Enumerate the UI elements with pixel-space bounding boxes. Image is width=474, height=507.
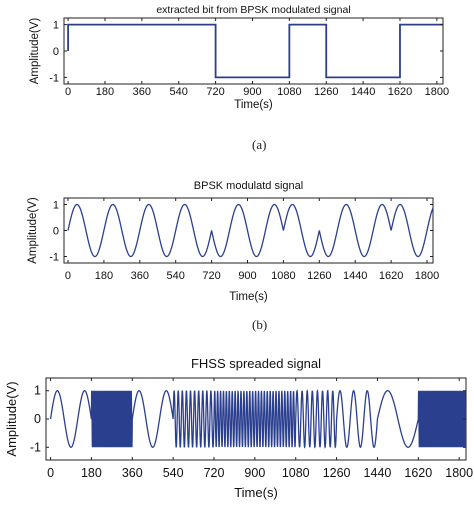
x-tick-label: 180: [96, 86, 114, 98]
y-axis-label: Amplitude(V): [29, 18, 41, 85]
y-tick-label: 0: [53, 226, 59, 238]
x-tick-label: 1080: [282, 466, 310, 480]
x-tick-label: 900: [238, 270, 256, 282]
x-tick-label: 1260: [314, 86, 338, 98]
chart-panel-3: 0 180 360 540 720 900 1080 1260 1440 1620 1800 1 0 -1…: [4, 356, 473, 500]
plot-frame: [63, 17, 444, 85]
x-tick-label: 0: [47, 466, 54, 480]
x-tick-label: 540: [163, 466, 184, 480]
x-tick-label: 1080: [271, 270, 295, 282]
x-tick-label: 360: [131, 270, 149, 282]
x-tick-label: 540: [170, 86, 188, 98]
chart-panel-1: 0 180 360 540 720 900 1080 1260 1440 1620 1800 1 0 -1…: [29, 4, 449, 111]
x-tick-label: 900: [243, 86, 261, 98]
caption-b: (b): [252, 317, 268, 332]
x-tick-label: 1080: [277, 86, 301, 98]
y-tick-label: -1: [49, 252, 59, 264]
x-tick-label: 900: [244, 466, 265, 480]
chart-title: extracted bit from BPSK modulated signal: [156, 4, 350, 16]
x-tick-label: 360: [133, 86, 151, 98]
y-tick-label: 1: [34, 384, 41, 398]
y-tick-label: 0: [34, 412, 41, 426]
signal-line: [67, 23, 443, 79]
x-tick-label: 1620: [388, 86, 412, 98]
x-tick-label: 1620: [379, 270, 403, 282]
x-tick-label: 180: [81, 466, 102, 480]
x-tick-label: 720: [206, 86, 224, 98]
x-tick-label: 0: [65, 86, 71, 98]
chart-panel-2: 0 180 360 540 720 900 1080 1260 1440 1620 1800 1 0 -1…: [27, 180, 439, 303]
signal-line: [67, 203, 433, 258]
signal-line: [49, 389, 466, 449]
x-tick-label: 720: [204, 466, 225, 480]
y-tick-label: 1: [53, 200, 59, 212]
x-tick-label: 1800: [425, 86, 449, 98]
x-axis-label: Time(s): [234, 99, 273, 111]
x-tick-label: 1800: [415, 270, 439, 282]
x-axis-label: Time(s): [234, 485, 278, 500]
y-axis-label: Amplitude(V): [27, 197, 39, 264]
caption-a: (a): [252, 137, 267, 152]
x-tick-label: 360: [122, 466, 143, 480]
y-axis-label: Amplitude(V): [4, 381, 19, 456]
y-tick-label: -1: [30, 440, 41, 454]
x-tick-label: 1440: [351, 86, 375, 98]
chart-title: FHSS spreaded signal: [191, 356, 321, 371]
plot-frame: [63, 197, 434, 264]
x-tick-label: 1260: [307, 270, 331, 282]
x-tick-label: 0: [65, 270, 71, 282]
y-tick-label: -1: [49, 72, 59, 84]
y-tick-label: 0: [53, 46, 59, 58]
x-tick-label: 1620: [404, 466, 432, 480]
x-tick-label: 1260: [323, 466, 351, 480]
chart-title: BPSK modulatd signal: [194, 180, 303, 192]
x-tick-label: 1440: [343, 270, 367, 282]
x-tick-label: 180: [95, 270, 113, 282]
x-tick-label: 1440: [364, 466, 392, 480]
x-tick-label: 1800: [445, 466, 473, 480]
x-tick-label: 540: [167, 270, 185, 282]
x-tick-label: 720: [202, 270, 220, 282]
y-tick-label: 1: [53, 20, 59, 32]
x-axis-label: Time(s): [229, 291, 268, 303]
